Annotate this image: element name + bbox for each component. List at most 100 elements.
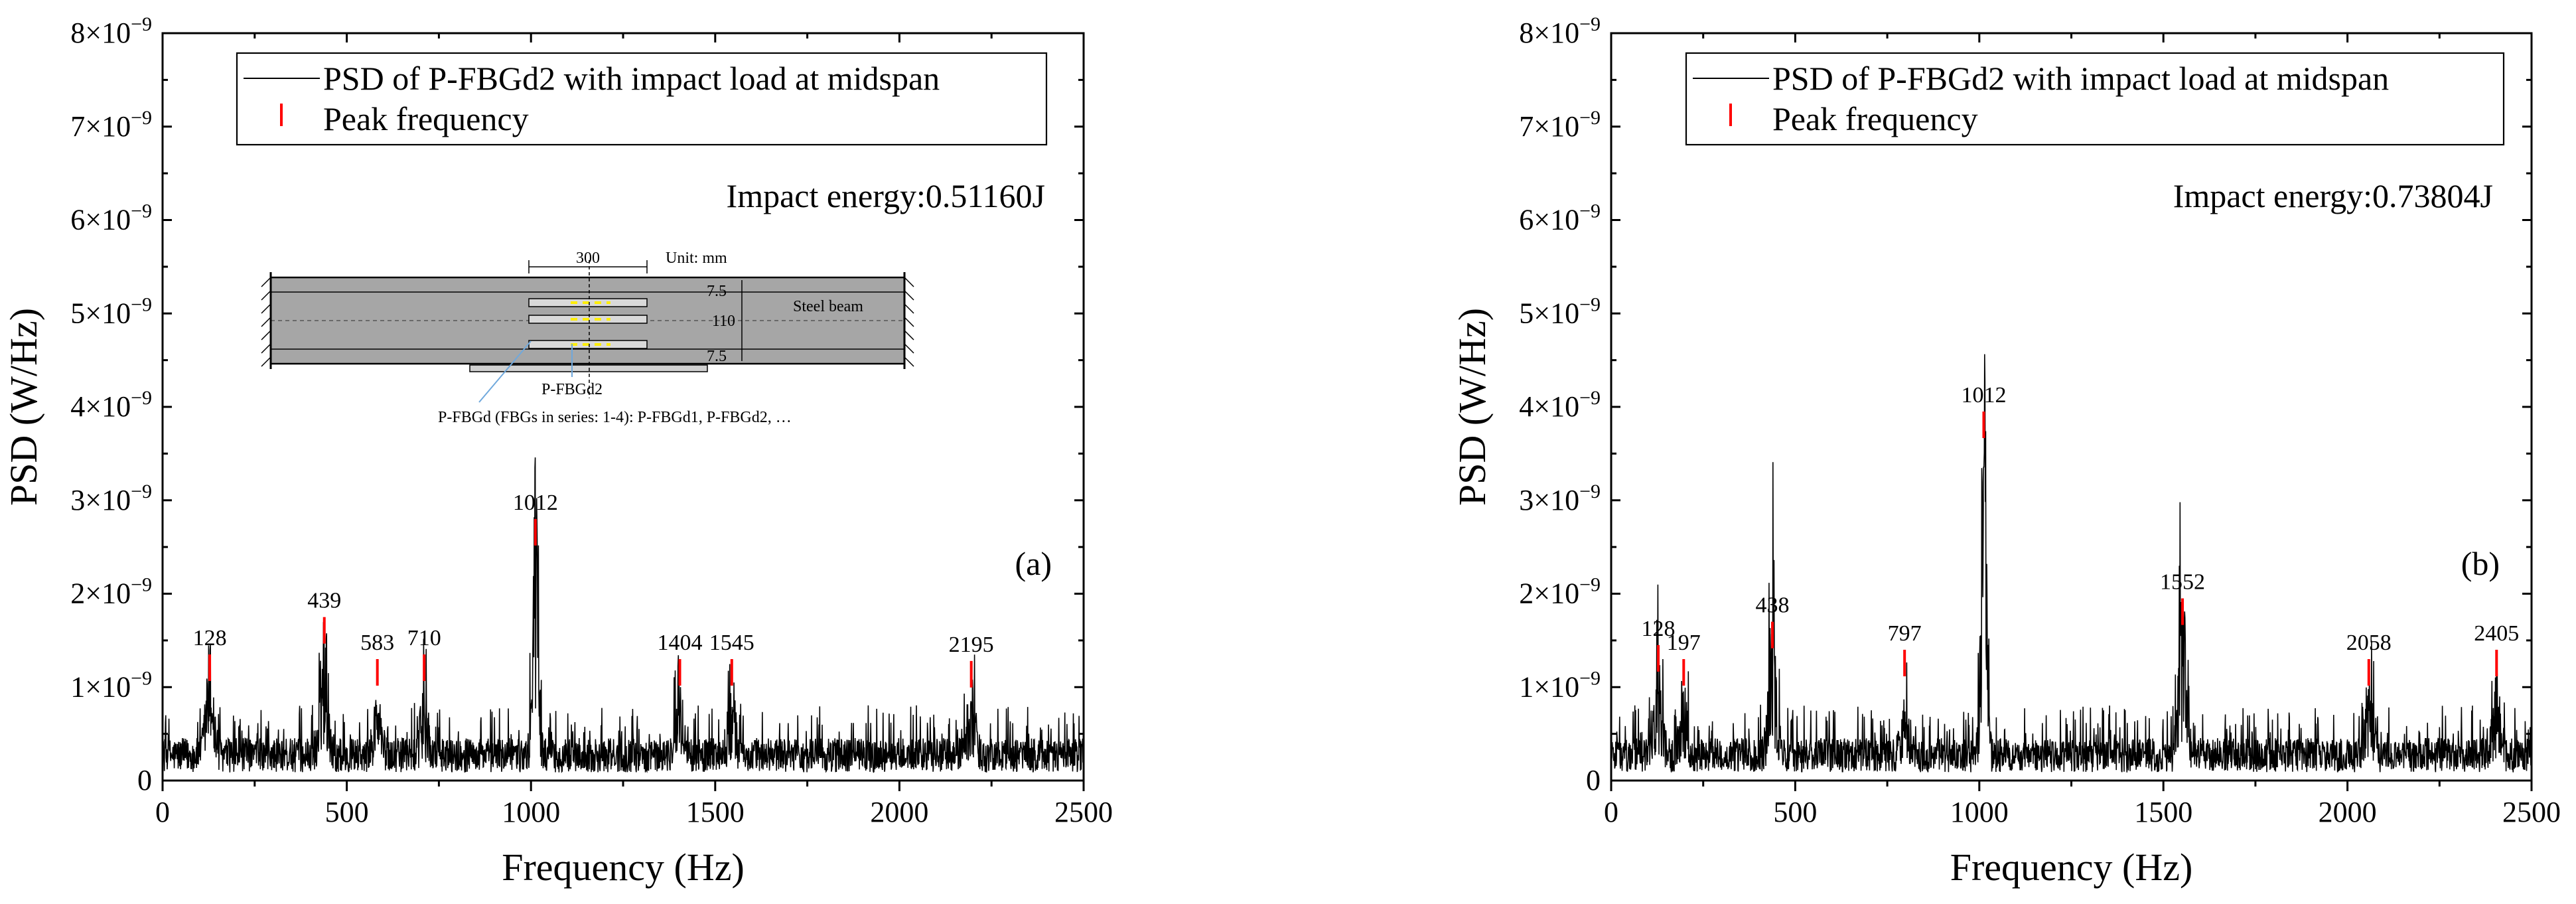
y-tick-label-base: 7×10 <box>1519 110 1579 143</box>
impact-energy-label: Impact energy:0.73804J <box>2173 177 2493 214</box>
y-tick-label-base: 1×10 <box>70 670 131 703</box>
legend-series-label: PSD of P-FBGd2 with impact load at midsp… <box>1772 60 2389 97</box>
x-axis-title: Frequency (Hz) <box>1950 846 2193 889</box>
x-tick-label: 500 <box>325 796 369 828</box>
y-tick-label-exp: −9 <box>1579 387 1601 409</box>
y-tick-label-base: 0 <box>137 764 152 796</box>
y-tick-label-exp: −9 <box>131 387 152 409</box>
peak-label: 128 <box>1642 617 1676 641</box>
y-tick-label: 8×10−9 <box>70 13 152 49</box>
y-tick-label-base: 8×10 <box>1519 17 1579 49</box>
inset-sensor-label: P-FBGd2 <box>541 381 603 398</box>
y-tick-label: 1×10−9 <box>70 667 152 703</box>
y-tick-label-exp: −9 <box>131 293 152 315</box>
x-tick-label: 500 <box>1773 796 1817 828</box>
y-tick-label-exp: −9 <box>1579 293 1601 315</box>
psd-series-line <box>1610 354 2532 773</box>
y-tick-label-base: 2×10 <box>1519 577 1579 610</box>
impact-energy-label: Impact energy:0.51160J <box>727 177 1045 214</box>
y-axis-title: PSD (W/Hz) <box>2 308 45 506</box>
inset-dim-top-label: 7.5 <box>707 283 727 300</box>
y-tick-label-exp: −9 <box>1579 107 1601 129</box>
y-tick-label: 6×10−9 <box>1519 200 1601 236</box>
inset-support-hatch <box>904 317 914 327</box>
peak-label: 1012 <box>1961 383 2006 408</box>
x-tick-label: 2500 <box>2502 796 2561 828</box>
inset-support-hatch <box>261 290 271 301</box>
legend-box <box>236 52 1048 146</box>
inset-leader <box>478 340 532 403</box>
y-tick-label-exp: −9 <box>131 574 152 596</box>
x-tick-label: 2000 <box>870 796 928 828</box>
peak-label: 710 <box>407 626 441 650</box>
peak-label: 197 <box>1667 631 1701 655</box>
inset-support-hatch <box>261 330 271 340</box>
peak-label: 797 <box>1888 621 1922 646</box>
y-tick-label: 0 <box>137 764 152 796</box>
inset-dim-mid-label: 110 <box>712 313 735 330</box>
psd-series-line <box>162 457 1084 773</box>
y-tick-label: 2×10−9 <box>1519 574 1601 610</box>
y-tick-label-exp: −9 <box>131 107 152 129</box>
y-tick-label: 6×10−9 <box>70 200 152 236</box>
peak-label: 2405 <box>2474 621 2519 646</box>
legend-peak-label: Peak frequency <box>1772 100 1978 137</box>
y-tick-label: 7×10−9 <box>1519 107 1601 143</box>
peak-label: 128 <box>193 626 227 650</box>
y-tick-label: 5×10−9 <box>1519 293 1601 329</box>
peak-label: 1012 <box>513 490 558 515</box>
y-tick-label: 8×10−9 <box>1519 13 1601 49</box>
y-tick-label-exp: −9 <box>131 481 152 502</box>
y-axis-title: PSD (W/Hz) <box>1451 308 1494 506</box>
y-tick-label-base: 2×10 <box>70 577 131 610</box>
peak-label: 438 <box>1756 593 1790 618</box>
y-tick-label-exp: −9 <box>1579 667 1601 689</box>
peak-label: 1404 <box>658 631 703 655</box>
peak-label: 1545 <box>709 631 754 655</box>
y-tick-label-exp: −9 <box>1579 13 1601 35</box>
x-tick-label: 2000 <box>2319 796 2377 828</box>
inset-support-hatch <box>261 303 271 314</box>
y-tick-label-base: 0 <box>1586 764 1601 796</box>
y-tick-label: 4×10−9 <box>70 387 152 423</box>
inset-support-hatch <box>904 277 914 287</box>
inset-unit-label: Unit: mm <box>666 250 727 267</box>
x-tick-label: 1500 <box>686 796 745 828</box>
y-tick-label: 4×10−9 <box>1519 387 1601 423</box>
x-tick-label: 1000 <box>502 796 560 828</box>
inset-support-hatch <box>904 356 914 367</box>
peak-label: 2195 <box>949 633 994 657</box>
y-tick-label: 1×10−9 <box>1519 667 1601 703</box>
y-tick-label-base: 1×10 <box>1519 670 1579 703</box>
panel-label: (a) <box>1015 545 1052 582</box>
inset-dim-bottom-label: 7.5 <box>707 348 727 365</box>
y-tick-label-exp: −9 <box>1579 481 1601 502</box>
y-tick-label-base: 8×10 <box>70 17 131 49</box>
peak-label: 439 <box>307 589 341 613</box>
x-tick-label: 1000 <box>1950 796 2009 828</box>
peak-label: 1552 <box>2160 570 2205 595</box>
y-tick-label-base: 5×10 <box>70 297 131 329</box>
inset-support-hatch <box>261 317 271 327</box>
x-tick-label: 1500 <box>2134 796 2192 828</box>
legend-series-label: PSD of P-FBGd2 with impact load at midsp… <box>323 60 940 97</box>
y-tick-label-base: 6×10 <box>70 204 131 236</box>
y-tick-label: 3×10−9 <box>70 481 152 516</box>
inset-support-hatch <box>261 356 271 367</box>
chart-panel-b: 01×10−92×10−93×10−94×10−95×10−96×10−97×1… <box>1451 13 2561 889</box>
y-tick-label: 2×10−9 <box>70 574 152 610</box>
y-tick-label-exp: −9 <box>131 13 152 35</box>
inset-dim-span-label: 300 <box>576 250 600 267</box>
x-tick-label: 0 <box>1604 796 1618 828</box>
y-tick-label: 3×10−9 <box>1519 481 1601 516</box>
y-tick-label-base: 3×10 <box>1519 484 1579 516</box>
y-tick-label-base: 4×10 <box>1519 390 1579 423</box>
inset-beam-label: Steel beam <box>793 298 863 315</box>
y-tick-label-base: 6×10 <box>1519 204 1579 236</box>
inset-support-hatch <box>904 343 914 354</box>
y-tick-label-exp: −9 <box>1579 200 1601 222</box>
inset-support-hatch <box>261 277 271 287</box>
inset-support-hatch <box>904 330 914 340</box>
legend-peak-label: Peak frequency <box>323 100 529 137</box>
